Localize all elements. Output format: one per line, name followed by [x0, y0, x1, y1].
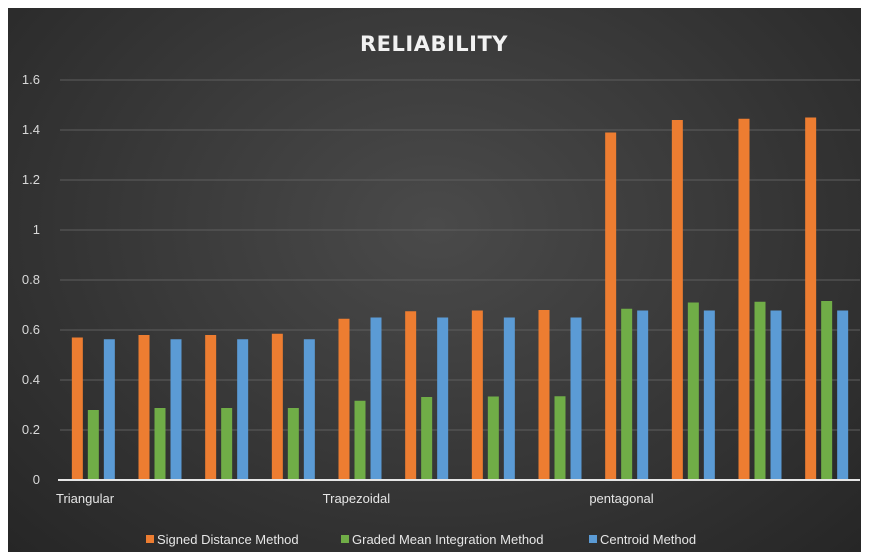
y-tick-label: 0.8: [22, 272, 40, 287]
bar: [637, 310, 649, 480]
bar: [770, 310, 782, 480]
chart-title: RELIABILITY: [360, 32, 508, 56]
bar: [487, 396, 499, 480]
bar: [287, 408, 299, 480]
x-tick-label: Trapezoidal: [323, 491, 391, 506]
bar: [71, 337, 83, 480]
bar: [471, 310, 483, 480]
bar: [821, 301, 833, 480]
y-tick-label: 0.4: [22, 372, 40, 387]
y-tick-label: 0: [33, 472, 40, 487]
legend-swatch: [341, 535, 349, 543]
legend-label: Signed Distance Method: [157, 532, 299, 547]
y-tick-label: 0.6: [22, 322, 40, 337]
bar: [703, 310, 715, 480]
bar: [354, 400, 366, 480]
bar: [205, 335, 217, 480]
bar: [554, 396, 566, 480]
bar: [437, 317, 449, 480]
bar: [103, 339, 115, 480]
bar: [754, 301, 766, 480]
bar: [154, 408, 166, 480]
bar: [687, 302, 699, 480]
bar: [605, 132, 617, 480]
bar: [738, 118, 750, 480]
legend-swatch: [146, 535, 154, 543]
bar: [421, 397, 433, 480]
bar: [671, 120, 683, 480]
y-tick-label: 1.6: [22, 72, 40, 87]
bar: [338, 318, 350, 480]
x-tick-label: Triangular: [56, 491, 115, 506]
bar: [805, 117, 817, 480]
bar: [237, 339, 249, 480]
y-tick-label: 0.2: [22, 422, 40, 437]
bar: [221, 408, 233, 480]
bar: [170, 339, 182, 480]
chart: 0 0.2 0.4 0.6 0.8 1 1.2 1.4 1.6 Triangular Trapezo…: [8, 8, 861, 552]
legend-label: Centroid Method: [600, 532, 696, 547]
legend-label: Graded Mean Integration Method: [352, 532, 544, 547]
bar: [370, 317, 382, 480]
bar: [271, 333, 283, 480]
bar: [621, 308, 633, 480]
bar: [405, 311, 417, 480]
bar: [303, 339, 315, 480]
bar: [538, 310, 550, 480]
x-tick-label: pentagonal: [589, 491, 653, 506]
y-tick-label: 1.4: [22, 122, 40, 137]
bar: [87, 410, 99, 480]
bar: [570, 317, 582, 480]
bar: [138, 335, 150, 480]
bar: [837, 310, 849, 480]
legend-swatch: [589, 535, 597, 543]
y-tick-label: 1: [33, 222, 40, 237]
bar: [503, 317, 515, 480]
y-tick-label: 1.2: [22, 172, 40, 187]
bar-chart-svg: 0 0.2 0.4 0.6 0.8 1 1.2 1.4 1.6 Triangular Trapezo…: [22, 32, 860, 547]
